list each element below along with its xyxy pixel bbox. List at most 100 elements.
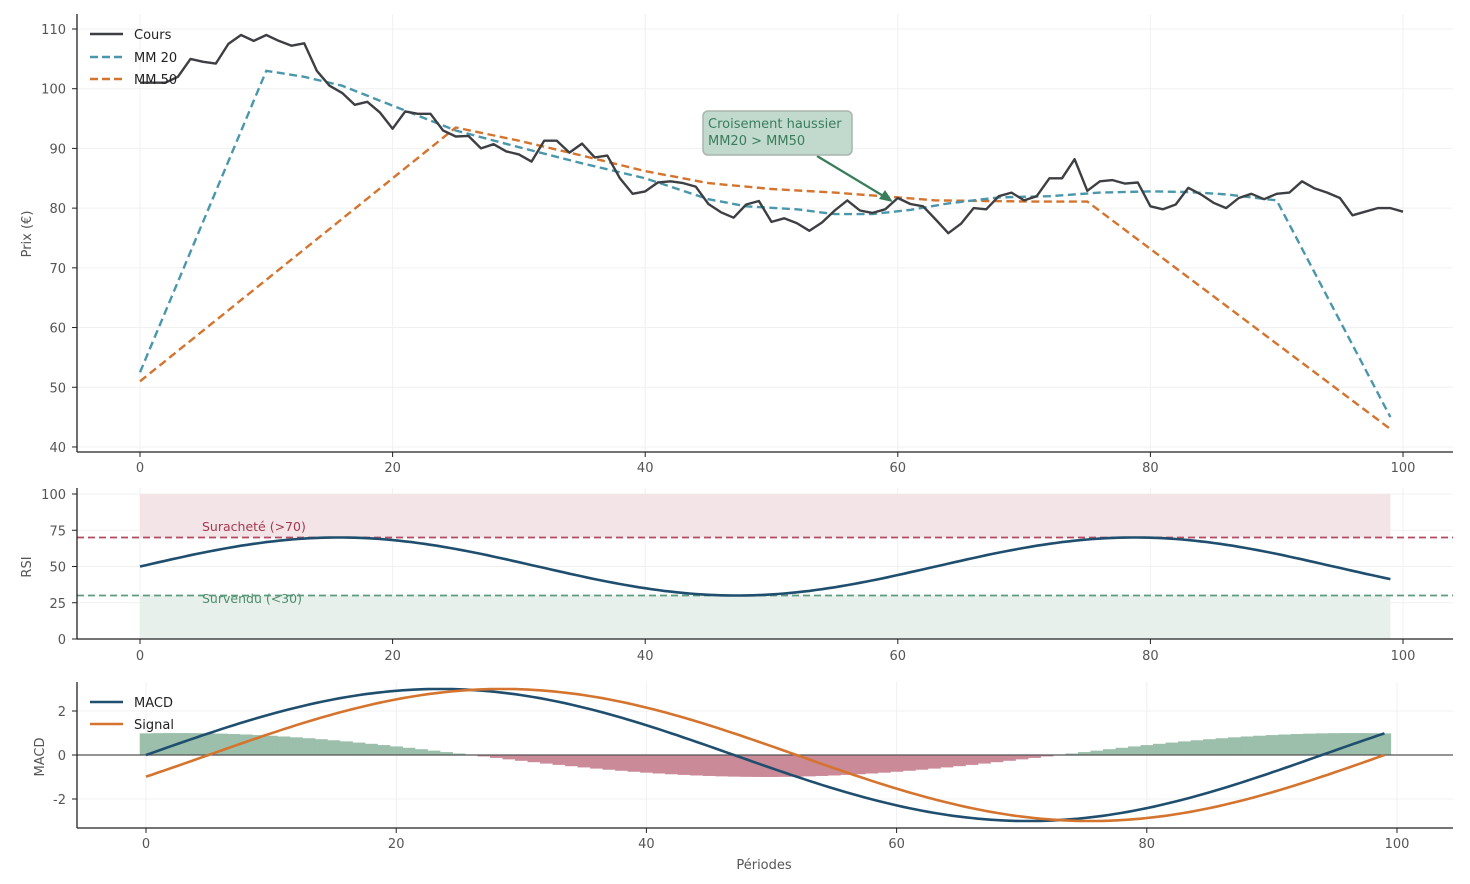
macd-histogram-bar (815, 755, 829, 776)
macd-histogram-bar (252, 735, 266, 755)
macd-histogram-bar (727, 755, 741, 777)
macd-histogram-bar (1178, 741, 1191, 755)
price-y-tick-label: 70 (49, 262, 66, 277)
macd-x-tick-label: 100 (1385, 837, 1410, 852)
macd-histogram-bar (289, 737, 303, 755)
macd-histogram-bar (890, 755, 904, 772)
macd-histogram-bar (439, 752, 453, 755)
rsi-y-tick-label: 50 (49, 561, 66, 576)
macd-histogram-bar (840, 755, 854, 775)
price-series (138, 33, 1404, 431)
macd-histogram-bar (715, 755, 729, 777)
legend-label-macd: MACD (134, 696, 173, 711)
macd-histogram-bar (1353, 733, 1367, 755)
macd-histogram-bar (1140, 745, 1154, 755)
price-x-tick-label: 40 (637, 461, 654, 476)
rsi-y-tick-label: 100 (41, 488, 66, 503)
macd-histogram-bar (1040, 755, 1054, 757)
macd-histogram-bar (352, 742, 366, 755)
macd-histogram-bar (552, 755, 566, 765)
price-gridlines (77, 14, 1453, 452)
macd-histogram-bar (852, 755, 866, 775)
macd-histogram-bar (139, 733, 153, 755)
macd-histogram-bar (402, 747, 416, 755)
annotation-line-2: MM20 > MM50 (708, 134, 805, 149)
price-axes: 0 20 40 60 80 100 40 50 60 70 80 90 100 110 (41, 14, 1453, 476)
macd-histogram (77, 733, 1453, 777)
x-axis-title: Périodes (736, 858, 792, 873)
price-x-tick-label: 60 (890, 461, 907, 476)
macd-histogram-bar (427, 750, 441, 755)
macd-histogram-bar (1340, 733, 1354, 755)
price-y-tick-label: 40 (49, 441, 66, 456)
rsi-x-tick-label: 80 (1142, 649, 1159, 664)
rsi-x-tick-label: 60 (890, 649, 907, 664)
macd-histogram-bar (752, 755, 766, 777)
macd-histogram-bar (1378, 733, 1392, 755)
macd-histogram-bar (927, 755, 941, 769)
rsi-y-tick-label: 0 (58, 633, 66, 648)
macd-histogram-bar (765, 755, 779, 777)
rsi-panel: 0 20 40 60 80 100 0 25 50 75 100 Suracheté (>70) S… (20, 488, 1453, 664)
macd-histogram-bar (1115, 747, 1129, 755)
macd-histogram-bar (1103, 749, 1116, 755)
rsi-y-axis-title: RSI (20, 556, 35, 577)
annotation-box (702, 110, 853, 156)
oversold-zone (140, 595, 1391, 639)
macd-x-tick-label: 40 (638, 837, 655, 852)
overbought-label: Suracheté (>70) (202, 519, 306, 534)
macd-histogram-bar (302, 738, 316, 755)
price-y-tick-label: 60 (49, 322, 66, 337)
price-y-tick-label: 110 (41, 23, 66, 38)
rsi-axes: 0 20 40 60 80 100 0 25 50 75 100 (41, 488, 1453, 664)
price-y-tick-label: 50 (49, 381, 66, 396)
macd-histogram-bar (977, 755, 991, 764)
macd-y-tick-label: -2 (53, 793, 66, 808)
macd-histogram-bar (640, 755, 654, 773)
macd-histogram-bar (502, 755, 516, 760)
rsi-x-tick-label: 0 (136, 649, 144, 664)
macd-histogram-bar (202, 733, 216, 755)
macd-histogram-bar (164, 733, 178, 755)
macd-y-axis-title: MACD (33, 738, 48, 777)
macd-histogram-bar (590, 755, 604, 769)
macd-histogram-bar (1265, 735, 1279, 755)
macd-histogram-bar (177, 733, 191, 755)
macd-histogram-bar (677, 755, 691, 775)
macd-histogram-bar (790, 755, 804, 777)
macd-histogram-bar (227, 734, 241, 755)
mm50-line (139, 126, 1392, 431)
macd-histogram-bar (690, 755, 704, 776)
legend-label-cours: Cours (134, 28, 172, 43)
macd-histogram-bar (902, 755, 916, 771)
oversold-label: Survendu (<30) (202, 591, 302, 606)
macd-histogram-bar (1153, 743, 1166, 755)
macd-histogram-bar (314, 739, 328, 755)
macd-histogram-bar (389, 746, 403, 755)
macd-histogram-bar (239, 734, 253, 755)
rsi-line (139, 536, 1391, 597)
price-y-axis-title: Prix (€) (20, 211, 35, 258)
macd-histogram-bar (615, 755, 629, 771)
macd-x-tick-label: 0 (142, 837, 150, 852)
macd-histogram-bar (540, 755, 553, 764)
macd-x-tick-label: 60 (888, 837, 905, 852)
macd-histogram-bar (1228, 737, 1242, 755)
macd-histogram-bar (452, 753, 466, 755)
macd-histogram-bar (527, 755, 541, 763)
price-x-tick-label: 100 (1391, 461, 1416, 476)
macd-histogram-bar (1303, 733, 1317, 755)
crossover-annotation: Croisement haussier MM20 > MM50 (702, 110, 893, 202)
price-x-tick-label: 0 (136, 461, 144, 476)
macd-histogram-bar (1027, 755, 1041, 758)
macd-panel: 0 20 40 60 80 100 -2 0 2 MACD Signal MACD Périod… (33, 682, 1453, 873)
macd-histogram-bar (1203, 739, 1217, 755)
legend-label-mm50: MM 50 (134, 73, 177, 88)
macd-histogram-bar (915, 755, 929, 770)
rsi-zones (77, 494, 1453, 639)
macd-histogram-bar (702, 755, 716, 776)
macd-histogram-bar (877, 755, 891, 773)
macd-histogram-bar (1278, 734, 1292, 755)
